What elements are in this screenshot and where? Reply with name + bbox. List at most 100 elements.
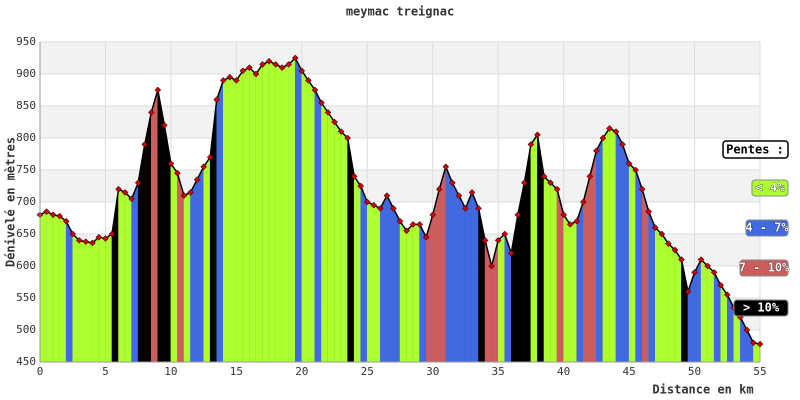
slope-segment bbox=[406, 223, 414, 363]
slope-segment bbox=[295, 57, 303, 363]
slope-segment bbox=[52, 214, 60, 363]
point-marker bbox=[357, 182, 365, 190]
point-marker bbox=[350, 173, 358, 180]
point-marker bbox=[514, 211, 522, 219]
point-marker bbox=[560, 211, 567, 219]
point-marker bbox=[527, 141, 535, 148]
point-marker bbox=[265, 57, 273, 65]
point-marker bbox=[599, 134, 607, 142]
point-marker bbox=[638, 185, 646, 193]
point-marker bbox=[62, 217, 70, 225]
point-marker bbox=[252, 70, 260, 78]
slope-segment bbox=[609, 127, 617, 363]
slope-segment bbox=[203, 156, 211, 363]
legend-swatch bbox=[751, 179, 789, 197]
slope-segment bbox=[275, 63, 283, 363]
point-marker bbox=[481, 237, 489, 244]
point-marker bbox=[311, 86, 319, 94]
slope-segment bbox=[458, 195, 466, 363]
point-marker bbox=[318, 99, 325, 107]
point-marker bbox=[403, 227, 410, 235]
point-marker bbox=[553, 185, 561, 193]
slope-segment bbox=[308, 79, 316, 363]
legend-swatch bbox=[733, 299, 789, 317]
slope-segment bbox=[314, 89, 322, 363]
slope-segment bbox=[615, 131, 623, 363]
x-tick-label: 10 bbox=[164, 365, 177, 378]
point-marker bbox=[121, 189, 129, 196]
slope-segment bbox=[465, 192, 473, 363]
point-marker bbox=[691, 269, 698, 276]
x-tick-label: 55 bbox=[753, 365, 766, 378]
point-marker bbox=[435, 185, 443, 193]
slope-segment bbox=[694, 259, 702, 363]
slope-segment bbox=[151, 89, 159, 363]
slope-segment bbox=[144, 112, 152, 363]
point-marker bbox=[187, 189, 194, 196]
x-tick-label: 50 bbox=[688, 365, 701, 378]
x-tick-label: 35 bbox=[492, 365, 505, 378]
slope-segment bbox=[190, 179, 198, 363]
point-marker bbox=[455, 192, 463, 199]
point-marker bbox=[566, 221, 574, 228]
y-tick-label: 700 bbox=[16, 195, 36, 208]
point-marker bbox=[377, 205, 384, 212]
point-marker bbox=[540, 173, 548, 180]
point-marker bbox=[468, 189, 476, 196]
slope-segment bbox=[301, 69, 309, 363]
slope-segment bbox=[157, 89, 165, 363]
point-marker bbox=[534, 131, 541, 139]
slope-segment bbox=[707, 265, 715, 363]
legend-title-box bbox=[722, 140, 789, 159]
y-tick-label: 550 bbox=[16, 291, 36, 304]
slope-segment bbox=[288, 57, 296, 363]
point-marker bbox=[154, 86, 162, 94]
legend-title: Pentes : bbox=[726, 143, 784, 157]
y-tick-label: 950 bbox=[16, 35, 36, 48]
point-marker bbox=[547, 179, 554, 187]
point-marker bbox=[102, 235, 109, 242]
x-axis-label: Distance en km bbox=[652, 383, 753, 397]
point-marker bbox=[239, 67, 247, 75]
point-marker bbox=[743, 326, 751, 334]
y-tick-label: 750 bbox=[16, 163, 36, 176]
point-marker bbox=[219, 77, 227, 84]
slope-segment bbox=[674, 249, 682, 363]
slope-segment bbox=[65, 221, 73, 363]
point-marker bbox=[108, 230, 116, 238]
point-marker bbox=[573, 217, 581, 225]
slope-segment bbox=[118, 188, 126, 363]
point-marker bbox=[272, 61, 279, 68]
slope-segment bbox=[209, 99, 217, 363]
slope-segment bbox=[236, 69, 244, 363]
slope-segment bbox=[216, 80, 224, 363]
point-marker bbox=[488, 262, 495, 270]
point-marker bbox=[337, 128, 345, 135]
point-marker bbox=[75, 237, 83, 244]
point-marker bbox=[507, 249, 515, 257]
point-marker bbox=[704, 262, 711, 270]
y-tick-label: 900 bbox=[16, 67, 36, 80]
point-marker bbox=[678, 256, 685, 263]
x-tick-label: 25 bbox=[361, 365, 374, 378]
x-tick-label: 40 bbox=[557, 365, 570, 378]
point-marker bbox=[49, 211, 57, 219]
x-tick-label: 30 bbox=[426, 365, 439, 378]
slope-segment bbox=[668, 243, 676, 363]
point-marker bbox=[462, 205, 469, 212]
point-marker bbox=[147, 109, 155, 116]
point-marker bbox=[206, 153, 214, 161]
slope-segment bbox=[327, 111, 335, 363]
slope-segment bbox=[131, 182, 139, 363]
point-marker bbox=[429, 211, 437, 219]
slope-segment bbox=[281, 63, 289, 363]
point-marker bbox=[645, 208, 653, 215]
point-marker bbox=[665, 240, 672, 247]
slope-segment bbox=[196, 166, 204, 363]
point-marker bbox=[95, 233, 103, 241]
point-marker bbox=[422, 233, 430, 241]
slope-segment bbox=[334, 121, 342, 363]
point-marker bbox=[115, 185, 122, 193]
slope-segment bbox=[530, 133, 538, 363]
point-marker bbox=[619, 141, 626, 148]
